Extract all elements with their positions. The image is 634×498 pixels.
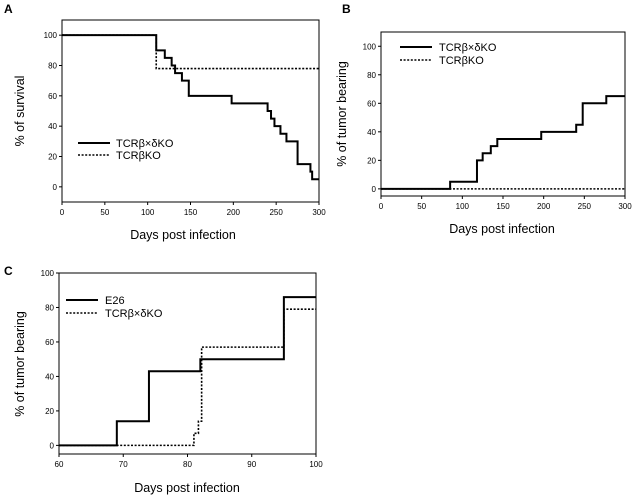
x-axis-label: Days post infection: [130, 228, 236, 242]
x-tick-label: 300: [618, 202, 632, 211]
panel-label: B: [342, 2, 351, 16]
y-tick-label: 40: [367, 128, 376, 137]
series-lines: [59, 296, 316, 447]
panel-c: C 60 70 80 90 100 0 20 40 60 80 100 Days post infe…: [4, 264, 323, 495]
y-tick-label: 80: [367, 71, 376, 80]
series-line-solid: [381, 95, 625, 190]
y-tick-label: 0: [53, 183, 58, 192]
legend-entry: TCRβKO: [116, 150, 161, 162]
axis-ticks: 0 50 100 150 200 250 300 0 20 40 60 80 100: [363, 42, 633, 211]
panel-label: C: [4, 264, 13, 278]
y-axis-label: % of survival: [13, 76, 27, 147]
plot-frame: [61, 19, 320, 203]
panel-a: A 0 50 100 150 200 250 300 0 20 40 60 80 100 Days po…: [4, 2, 326, 242]
legend-entry: TCRβKO: [439, 55, 484, 67]
y-tick-label: 80: [45, 303, 54, 312]
y-axis-label: % of tumor bearing: [13, 311, 27, 417]
x-tick-label: 200: [537, 202, 551, 211]
x-tick-label: 250: [269, 208, 283, 217]
y-tick-label: 20: [45, 407, 54, 416]
y-tick-label: 80: [48, 62, 57, 71]
x-tick-label: 0: [60, 208, 65, 217]
x-tick-label: 150: [496, 202, 510, 211]
y-tick-label: 40: [45, 372, 54, 381]
legend-entry: TCRβ×δKO: [439, 42, 497, 54]
legend: TCRβ×δKO TCRβKO: [78, 138, 174, 162]
y-tick-label: 20: [367, 156, 376, 165]
x-tick-label: 90: [247, 460, 256, 469]
y-tick-label: 100: [363, 42, 377, 51]
y-tick-label: 40: [48, 122, 57, 131]
x-tick-label: 150: [184, 208, 198, 217]
x-tick-label: 300: [312, 208, 326, 217]
x-tick-label: 100: [456, 202, 470, 211]
series-lines: [62, 34, 319, 181]
panel-b: B 0 50 100 150 200 250 300 0 20 40 60 80 100 Days po…: [335, 2, 632, 236]
series-line-dotted: [59, 308, 316, 447]
legend-entry: TCRβ×δKO: [116, 138, 174, 150]
x-tick-label: 0: [379, 202, 384, 211]
plot-frame: [380, 31, 626, 197]
series-line-solid: [62, 34, 319, 181]
x-tick-label: 60: [55, 460, 64, 469]
y-tick-label: 60: [45, 338, 54, 347]
x-tick-label: 100: [309, 460, 323, 469]
panel-label: A: [4, 2, 13, 16]
x-axis-label: Days post infection: [449, 222, 555, 236]
y-tick-label: 0: [50, 441, 55, 450]
legend-entry: TCRβ×δKO: [105, 308, 163, 320]
y-tick-label: 60: [48, 92, 57, 101]
x-tick-label: 250: [578, 202, 592, 211]
x-tick-label: 50: [100, 208, 109, 217]
y-tick-label: 100: [44, 31, 58, 40]
axis-ticks: 60 70 80 90 100 0 20 40 60 80 100: [41, 269, 324, 469]
x-tick-label: 70: [119, 460, 128, 469]
series-line-dotted: [62, 34, 319, 70]
x-axis-label: Days post infection: [134, 481, 240, 495]
y-tick-label: 20: [48, 153, 57, 162]
y-tick-label: 60: [367, 99, 376, 108]
y-tick-label: 0: [372, 185, 377, 194]
x-tick-label: 80: [183, 460, 192, 469]
legend: TCRβ×δKO TCRβKO: [400, 42, 497, 67]
series-lines: [381, 95, 625, 190]
legend-entry: E26: [105, 295, 125, 307]
x-tick-label: 200: [227, 208, 241, 217]
series-line-solid: [59, 296, 316, 447]
x-tick-label: 100: [141, 208, 155, 217]
x-tick-label: 50: [417, 202, 426, 211]
legend: E26 TCRβ×δKO: [66, 295, 163, 320]
y-tick-label: 100: [41, 269, 55, 278]
y-axis-label: % of tumor bearing: [335, 61, 349, 167]
axis-ticks: 0 50 100 150 200 250 300 0 20 40 60 80 100: [44, 31, 327, 217]
